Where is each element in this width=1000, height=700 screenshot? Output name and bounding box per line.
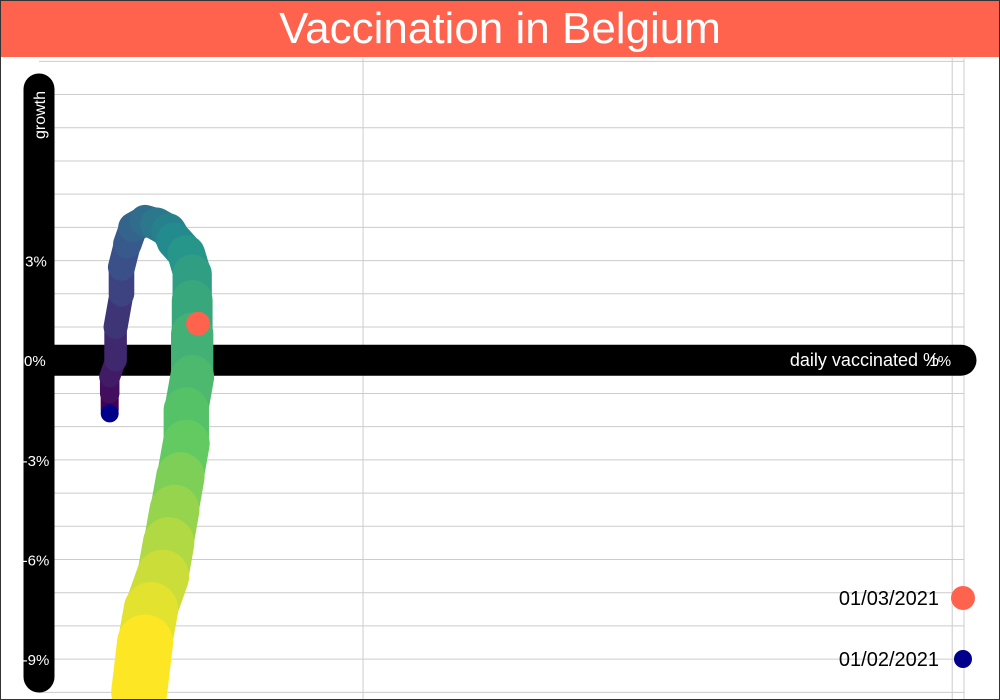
y-tick-label: 3% xyxy=(25,254,47,271)
x-tick-label: 0% xyxy=(24,353,46,370)
title-bar: Vaccination in Belgium xyxy=(1,1,999,57)
start-marker xyxy=(100,404,119,423)
end-marker xyxy=(186,311,211,336)
path-segment xyxy=(111,614,174,699)
y-tick-label: -3% xyxy=(23,453,50,470)
y-tick-label: -6% xyxy=(23,553,50,570)
legend: 01/03/2021 01/02/2021 xyxy=(839,586,975,671)
y-axis-label: growth xyxy=(32,91,49,139)
y-tick-label: -9% xyxy=(23,652,50,669)
series-path xyxy=(99,204,215,699)
legend-marker xyxy=(954,650,972,668)
x-tick-label: 1% xyxy=(929,353,951,370)
x-axis-label: daily vaccinated % xyxy=(790,350,939,370)
legend-label: 01/03/2021 xyxy=(839,588,939,610)
chart-title: Vaccination in Belgium xyxy=(279,4,721,53)
axis-labels: daily vaccinated % growth 0% 1% 3% -3% -6% -9… xyxy=(23,91,951,669)
markers xyxy=(100,311,211,423)
legend-marker xyxy=(951,586,975,610)
legend-label: 01/02/2021 xyxy=(839,649,939,671)
